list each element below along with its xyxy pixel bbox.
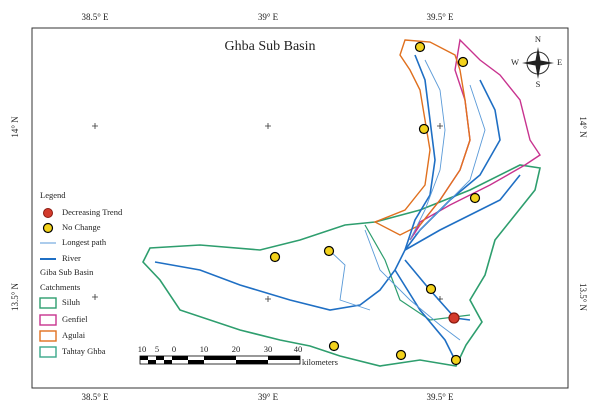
grid-label: 39.5° E	[426, 12, 454, 22]
scale-label: 10	[138, 344, 147, 354]
legend-symbol	[42, 222, 54, 234]
legend-title: Legend	[40, 190, 66, 200]
legend-label: Genfiel	[62, 314, 88, 324]
longest-paths	[329, 59, 486, 341]
legend-label: River	[62, 253, 81, 263]
scale-label: 40	[294, 344, 303, 354]
legend-label: Agulai	[62, 330, 86, 340]
legend-label: Siluh	[62, 297, 81, 307]
legend-swatch	[39, 314, 57, 326]
grid-label: 13.5° N	[10, 282, 20, 311]
catchment-agulai	[373, 39, 471, 236]
grid-label: 39° E	[258, 392, 279, 402]
compass-label: N	[535, 34, 541, 44]
graticule-crosses	[92, 123, 443, 302]
grid-label: 39° E	[258, 12, 279, 22]
compass-label: E	[557, 57, 562, 67]
legend-label: Longest path	[62, 237, 107, 247]
legend-swatch	[39, 297, 57, 309]
scale-bar: 10 5 0 10 20 30 40 kilometers	[138, 344, 338, 367]
compass-label: W	[511, 57, 519, 67]
scale-label: 10	[200, 344, 209, 354]
scale-label: 20	[232, 344, 241, 354]
legend-swatch	[39, 330, 57, 342]
stations	[269, 41, 481, 366]
grid-label: 39.5° E	[426, 392, 454, 402]
legend-symbol	[43, 208, 53, 218]
legend-label: No Change	[62, 222, 101, 232]
scale-unit: kilometers	[302, 357, 338, 367]
legend-subtitle: Giba Sub Basin	[40, 267, 94, 277]
map-title: Ghba Sub Basin	[225, 39, 316, 54]
legend-label: Tahtay Ghba	[62, 346, 106, 356]
grid-label: 38.5° E	[81, 392, 109, 402]
grid-label: 38.5° E	[81, 12, 109, 22]
catchment-tahtay-ghba	[142, 164, 541, 367]
grid-label: 14° N	[10, 116, 20, 138]
scale-label: 5	[155, 344, 159, 354]
scale-label: 0	[172, 344, 176, 354]
compass-label: S	[536, 79, 541, 89]
legend: Legend Decreasing Trend No Change Longes…	[39, 190, 123, 358]
catchment-siluh	[364, 224, 471, 321]
legend-label: Decreasing Trend	[62, 207, 123, 217]
compass: N E S W	[511, 34, 562, 89]
grid-label: 13.5° N	[578, 283, 588, 312]
scale-label: 30	[264, 344, 273, 354]
legend-swatch	[39, 346, 57, 358]
grid-label: 14° N	[578, 116, 588, 138]
legend-subtitle: Catchments	[40, 282, 80, 292]
